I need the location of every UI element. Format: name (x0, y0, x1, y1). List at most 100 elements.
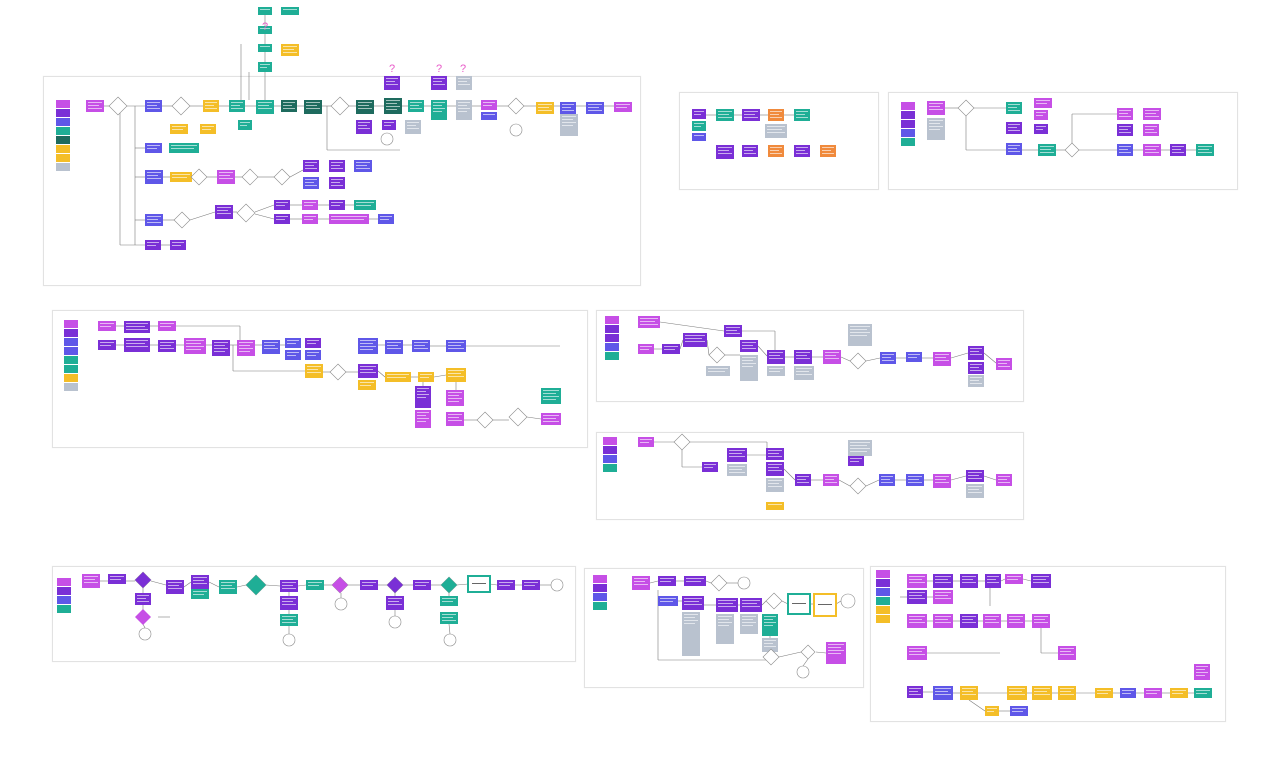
process-box[interactable] (354, 160, 372, 172)
decision-diamond[interactable] (849, 352, 867, 370)
process-box[interactable] (541, 413, 561, 425)
process-box[interactable] (1117, 124, 1133, 136)
process-box[interactable] (740, 340, 758, 352)
process-box[interactable] (1006, 122, 1022, 134)
process-box[interactable] (408, 100, 424, 112)
decision-diamond[interactable] (508, 407, 528, 427)
decision-diamond[interactable] (849, 477, 867, 495)
process-box[interactable] (456, 76, 472, 90)
process-box[interactable] (742, 109, 760, 121)
process-box[interactable] (446, 340, 466, 352)
process-box[interactable] (82, 574, 100, 588)
process-box[interactable] (1032, 686, 1052, 700)
process-box[interactable] (724, 325, 742, 337)
process-box[interactable] (1007, 686, 1027, 700)
process-box[interactable] (968, 375, 984, 387)
process-box[interactable] (683, 333, 707, 347)
process-box[interactable] (258, 7, 272, 15)
process-box[interactable] (906, 474, 924, 486)
terminal-circle[interactable] (840, 593, 856, 609)
process-box[interactable] (303, 177, 319, 189)
process-box[interactable] (215, 205, 233, 219)
process-box[interactable] (933, 590, 953, 604)
process-box[interactable] (386, 596, 404, 610)
process-box[interactable] (907, 646, 927, 660)
process-box[interactable] (794, 350, 812, 364)
process-box[interactable] (1058, 646, 1076, 660)
process-box[interactable] (727, 464, 747, 476)
terminal-circle[interactable] (443, 633, 457, 647)
decision-diamond[interactable] (957, 99, 975, 117)
process-box[interactable] (258, 26, 272, 34)
process-box[interactable] (217, 170, 235, 184)
process-box[interactable] (1006, 102, 1022, 114)
process-box[interactable] (1143, 144, 1161, 156)
decision-diamond-filled[interactable] (332, 577, 348, 593)
terminal-circle[interactable] (550, 578, 564, 592)
process-box[interactable] (229, 100, 245, 112)
process-box[interactable] (765, 124, 787, 138)
process-box[interactable] (933, 352, 951, 366)
process-box[interactable] (795, 474, 811, 486)
process-box[interactable] (1170, 144, 1186, 156)
process-box[interactable] (933, 686, 953, 700)
decision-diamond-filled[interactable] (135, 609, 151, 625)
process-box[interactable] (716, 614, 734, 644)
decision-diamond[interactable] (710, 574, 728, 592)
process-box[interactable] (262, 340, 280, 354)
decision-diamond[interactable] (765, 592, 783, 610)
process-box[interactable] (385, 340, 403, 354)
process-box[interactable] (820, 145, 836, 157)
process-box[interactable] (740, 355, 758, 381)
board-2-frame[interactable] (679, 92, 879, 190)
process-box[interactable] (356, 120, 372, 134)
process-box[interactable] (762, 638, 778, 652)
process-box[interactable] (124, 321, 150, 333)
decision-diamond[interactable] (171, 96, 191, 116)
process-box[interactable] (281, 44, 299, 56)
terminal-circle[interactable] (282, 633, 296, 647)
terminal-circle[interactable] (334, 597, 348, 611)
process-box[interactable] (682, 612, 700, 656)
process-box[interactable] (766, 502, 784, 510)
process-box[interactable] (727, 448, 747, 462)
process-box[interactable] (536, 102, 554, 114)
process-box[interactable] (794, 145, 810, 157)
process-box[interactable] (481, 112, 497, 120)
process-box[interactable] (996, 474, 1012, 486)
process-box[interactable] (135, 593, 151, 605)
decision-diamond[interactable] (1064, 142, 1080, 158)
process-box[interactable] (716, 145, 734, 159)
process-box[interactable] (1117, 144, 1133, 156)
board-8-frame[interactable] (584, 568, 864, 688)
process-box[interactable] (1038, 144, 1056, 156)
process-box[interactable] (356, 100, 374, 114)
process-box[interactable] (716, 109, 734, 121)
decision-diamond-filled[interactable] (387, 577, 403, 593)
process-box[interactable] (742, 145, 758, 157)
process-box[interactable] (329, 177, 345, 189)
process-box[interactable] (692, 133, 706, 141)
terminal-circle[interactable] (380, 132, 394, 146)
decision-diamond[interactable] (507, 97, 525, 115)
process-box[interactable] (1117, 108, 1133, 120)
decision-diamond[interactable] (273, 168, 291, 186)
decision-diamond[interactable] (173, 211, 191, 229)
process-box[interactable] (768, 109, 784, 121)
process-box[interactable] (1196, 144, 1214, 156)
process-box[interactable] (405, 120, 421, 134)
process-box[interactable] (86, 100, 104, 112)
process-box[interactable] (960, 614, 978, 628)
terminal-circle[interactable] (737, 576, 751, 590)
process-box[interactable] (304, 100, 322, 114)
process-box[interactable] (258, 44, 272, 52)
process-box[interactable] (968, 362, 984, 374)
decision-diamond-filled[interactable] (246, 575, 266, 595)
process-box[interactable] (329, 160, 345, 172)
process-box[interactable] (638, 316, 660, 328)
process-box[interactable] (191, 575, 209, 589)
process-box[interactable] (281, 100, 297, 112)
process-box[interactable] (256, 100, 274, 114)
process-box[interactable] (440, 612, 458, 624)
process-box[interactable] (1143, 108, 1161, 120)
